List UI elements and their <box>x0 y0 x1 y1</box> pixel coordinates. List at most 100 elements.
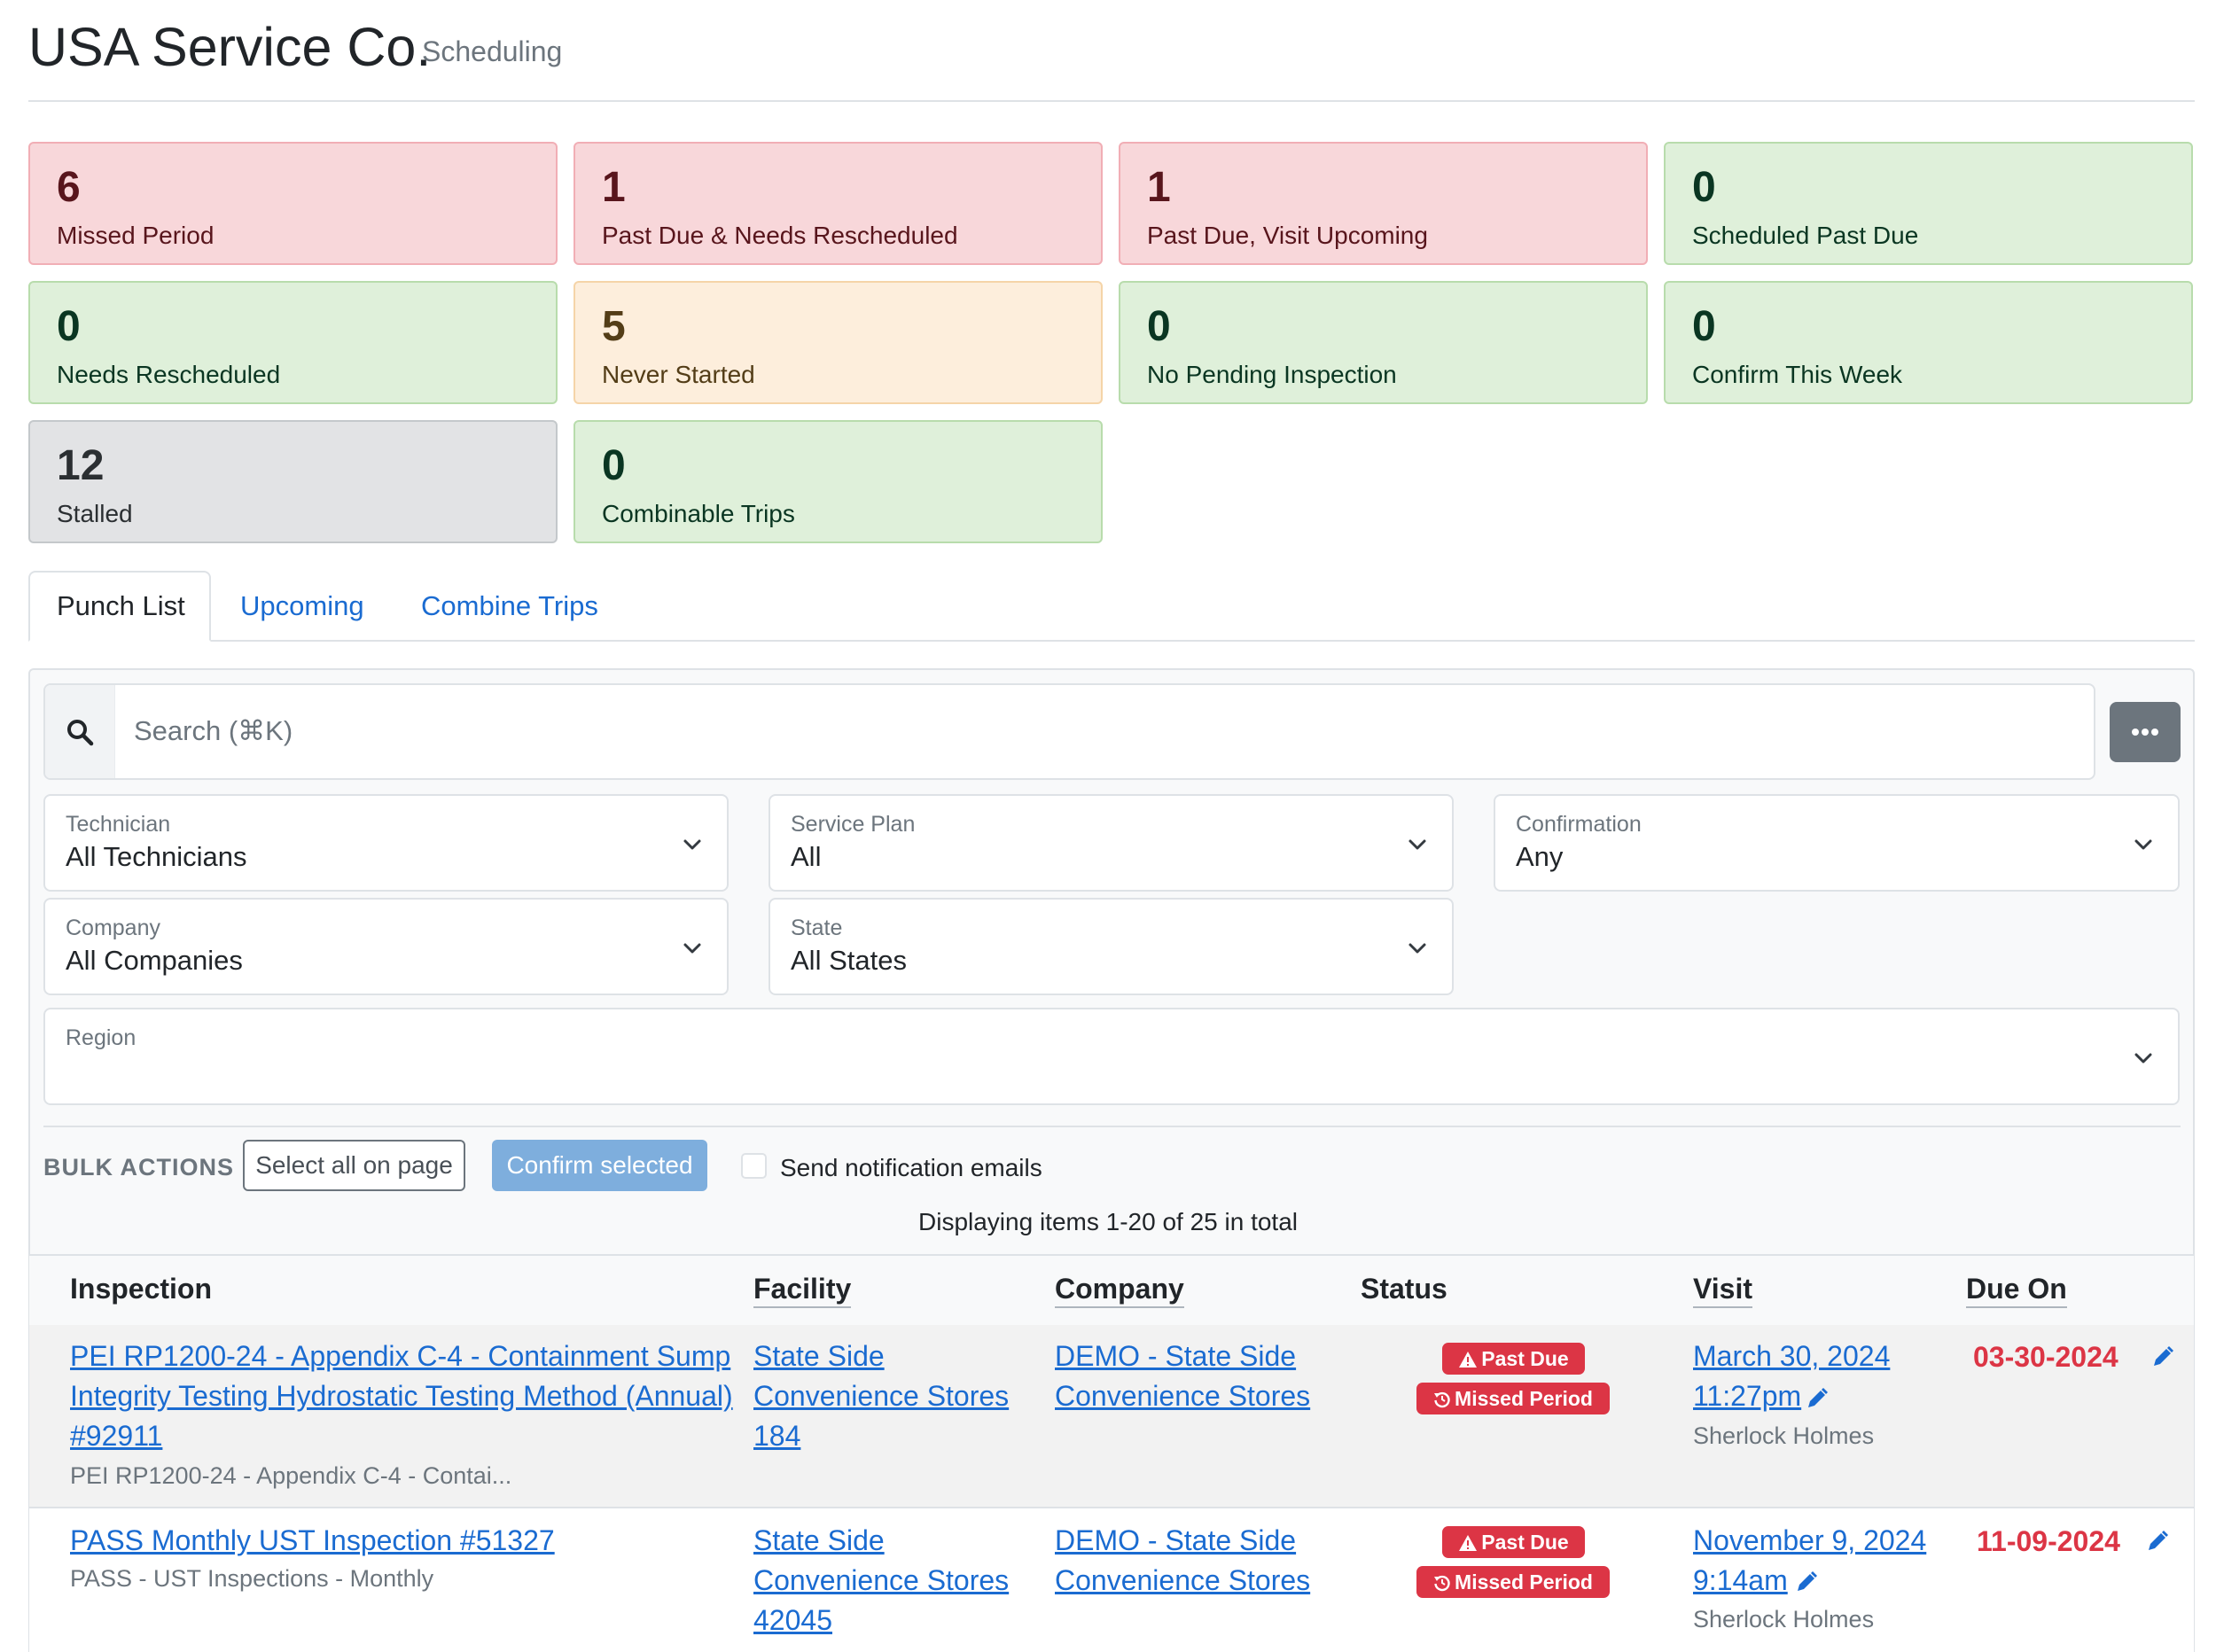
confirmation-select-label: Confirmation <box>1516 812 1642 837</box>
service-plan-select[interactable]: Service Plan All <box>769 794 1454 892</box>
company-link-line[interactable]: DEMO - State Side <box>1055 1524 1297 1556</box>
technician-name: Sherlock Holmes <box>1693 1606 1875 1633</box>
inspection-link-line[interactable]: #92911 <box>70 1420 163 1452</box>
company-link-line[interactable]: Convenience Stores <box>1055 1564 1311 1596</box>
stat-card-scheduled-past-due[interactable]: 0 Scheduled Past Due <box>1664 142 2193 265</box>
inspection-link[interactable]: PASS Monthly UST Inspection #51327 <box>70 1521 555 1561</box>
table-row <box>29 1325 2194 1508</box>
facility-link-line[interactable]: 184 <box>753 1420 801 1452</box>
pencil-icon[interactable] <box>1806 1387 1829 1410</box>
history-icon <box>1434 1575 1450 1592</box>
stat-card-past-due-visit-upcoming[interactable]: 1 Past Due, Visit Upcoming <box>1119 142 1648 265</box>
company-link-line[interactable]: Convenience Stores <box>1055 1380 1311 1412</box>
search-box[interactable]: Search (⌘K) <box>43 683 2095 780</box>
facility-link[interactable]: State Side Convenience Stores 184 <box>753 1336 1009 1456</box>
inspection-link-line[interactable]: PASS Monthly UST Inspection #51327 <box>70 1524 555 1556</box>
visit-link[interactable]: November 9, 2024 9:14am <box>1693 1521 1926 1601</box>
company-link[interactable]: DEMO - State Side Convenience Stores <box>1055 1336 1310 1416</box>
notification-checkbox-label[interactable]: Send notification emails <box>780 1154 1042 1181</box>
stat-label: Past Due & Needs Rescheduled <box>602 222 958 249</box>
tab-combine-trips[interactable]: Combine Trips <box>421 590 598 621</box>
column-header-visit[interactable]: Visit <box>1693 1273 1752 1308</box>
pencil-icon[interactable] <box>2151 1345 2174 1368</box>
notification-checkbox[interactable] <box>741 1153 767 1179</box>
facility-link-line[interactable]: 42045 <box>753 1604 832 1636</box>
stat-card-never-started[interactable]: 5 Never Started <box>574 281 1103 404</box>
facility-link[interactable]: State Side Convenience Stores 42045 <box>753 1521 1009 1640</box>
status-badge-past-due: Past Due <box>1442 1526 1585 1558</box>
inspection-link-line[interactable]: Integrity Testing Hydrostatic Testing Me… <box>70 1380 733 1412</box>
warning-icon <box>1459 1352 1478 1368</box>
stat-card-needs-rescheduled[interactable]: 0 Needs Rescheduled <box>28 281 558 404</box>
stat-label: Scheduled Past Due <box>1692 222 1919 249</box>
company-select-label: Company <box>66 916 160 940</box>
status-badge-past-due: Past Due <box>1442 1343 1585 1375</box>
technician-select[interactable]: Technician All Technicians <box>43 794 729 892</box>
tabs-divider <box>28 640 2195 642</box>
stat-card-past-due-needs-rescheduled[interactable]: 1 Past Due & Needs Rescheduled <box>574 142 1103 265</box>
stat-value: 0 <box>57 303 81 350</box>
inspection-link-line[interactable]: PEI RP1200-24 - Appendix C-4 - Containme… <box>70 1340 731 1372</box>
stat-value: 0 <box>1692 164 1716 211</box>
state-select[interactable]: State All States <box>769 898 1454 995</box>
region-select[interactable]: Region <box>43 1008 2180 1105</box>
company-link[interactable]: DEMO - State Side Convenience Stores <box>1055 1521 1310 1601</box>
region-select-label: Region <box>66 1025 137 1050</box>
due-date: 03-30-2024 <box>1973 1341 2118 1373</box>
company-link-line[interactable]: DEMO - State Side <box>1055 1340 1297 1372</box>
visit-link[interactable]: March 30, 2024 11:27pm <box>1693 1336 1890 1416</box>
confirm-selected-button[interactable]: Confirm selected <box>492 1140 707 1191</box>
column-header-due-on[interactable]: Due On <box>1966 1273 2067 1308</box>
inspection-link[interactable]: PEI RP1200-24 - Appendix C-4 - Containme… <box>70 1336 733 1456</box>
column-header-inspection: Inspection <box>70 1273 213 1305</box>
tab-punch-list-label[interactable]: Punch List <box>57 590 185 621</box>
column-header-status: Status <box>1361 1273 1447 1305</box>
confirmation-select-value: Any <box>1516 841 1564 872</box>
header-divider <box>28 100 2195 102</box>
stat-value: 0 <box>602 442 626 489</box>
page-title: USA Service Co. <box>28 17 432 77</box>
chevron-down-icon <box>2134 839 2152 850</box>
stat-value: 12 <box>57 442 105 489</box>
column-header-company[interactable]: Company <box>1055 1273 1184 1308</box>
select-all-button[interactable]: Select all on page <box>243 1140 465 1191</box>
facility-link-line[interactable]: State Side <box>753 1340 885 1372</box>
pencil-icon[interactable] <box>1795 1570 1818 1594</box>
chevron-down-icon <box>2134 1053 2152 1064</box>
column-header-facility[interactable]: Facility <box>753 1273 852 1308</box>
stat-card-missed-period[interactable]: 6 Missed Period <box>28 142 558 265</box>
technician-select-value: All Technicians <box>66 841 247 872</box>
visit-time[interactable]: 9:14am <box>1693 1564 1788 1596</box>
visit-time[interactable]: 11:27pm <box>1693 1380 1802 1412</box>
stat-label: Never Started <box>602 361 755 388</box>
status-badge-label: Missed Period <box>1455 1570 1593 1594</box>
stat-card-no-pending-inspection[interactable]: 0 No Pending Inspection <box>1119 281 1648 404</box>
technician-select-label: Technician <box>66 812 171 837</box>
tab-upcoming[interactable]: Upcoming <box>240 590 364 621</box>
stat-label: Past Due, Visit Upcoming <box>1147 222 1428 249</box>
stat-value: 0 <box>1147 303 1171 350</box>
visit-date[interactable]: March 30, 2024 <box>1693 1340 1891 1372</box>
facility-link-line[interactable]: Convenience Stores <box>753 1564 1010 1596</box>
facility-link-line[interactable]: Convenience Stores <box>753 1380 1010 1412</box>
stat-value: 0 <box>1692 303 1716 350</box>
stat-label: No Pending Inspection <box>1147 361 1397 388</box>
tab-punch-list[interactable] <box>28 571 211 642</box>
visit-date[interactable]: November 9, 2024 <box>1693 1524 1927 1556</box>
bulk-actions-label: BULK ACTIONS <box>43 1154 234 1181</box>
stat-card-confirm-this-week[interactable]: 0 Confirm This Week <box>1664 281 2193 404</box>
confirmation-select[interactable]: Confirmation Any <box>1494 794 2180 892</box>
pencil-icon[interactable] <box>2146 1530 2169 1553</box>
stat-value: 1 <box>1147 164 1171 211</box>
page-subtitle: Scheduling <box>422 35 563 67</box>
chevron-down-icon <box>1408 839 1426 850</box>
search-input[interactable]: Search (⌘K) <box>134 715 293 746</box>
company-select[interactable]: Company All Companies <box>43 898 729 995</box>
more-options-button[interactable] <box>2110 702 2181 762</box>
chevron-down-icon <box>683 839 701 850</box>
status-badge-label: Past Due <box>1481 1531 1569 1554</box>
facility-link-line[interactable]: State Side <box>753 1524 885 1556</box>
stat-card-combinable-trips[interactable]: 0 Combinable Trips <box>574 420 1103 543</box>
stat-card-stalled[interactable]: 12 Stalled <box>28 420 558 543</box>
chevron-down-icon <box>1408 943 1426 954</box>
